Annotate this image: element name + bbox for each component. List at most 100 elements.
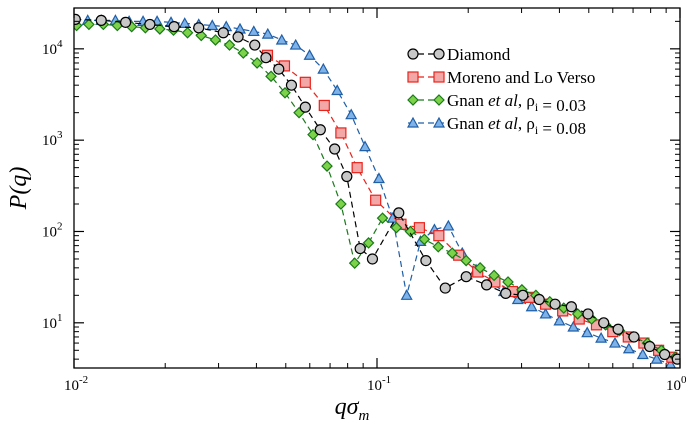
data-point — [636, 348, 649, 360]
y-axis-title: P(q) — [6, 167, 32, 211]
x-tick-mantissa: 10 — [666, 378, 681, 394]
data-point — [432, 240, 445, 253]
data-point — [474, 261, 486, 274]
data-point — [318, 99, 330, 112]
data-point — [386, 211, 399, 223]
data-point — [232, 31, 244, 43]
data-point — [517, 289, 529, 301]
data-point — [119, 16, 132, 28]
data-point — [362, 237, 375, 249]
data-point — [247, 25, 260, 37]
y-tick-label: 102 — [42, 220, 63, 240]
data-point — [553, 314, 566, 326]
data-point — [289, 38, 302, 50]
x-tick-label: 100 — [666, 374, 686, 394]
data-point — [260, 52, 272, 64]
y-tick-exponent: 1 — [57, 312, 63, 324]
legend-label-part: , ρ — [518, 91, 535, 110]
data-point — [351, 162, 363, 174]
data-point — [460, 254, 473, 267]
data-point — [285, 79, 298, 91]
data-point — [418, 233, 431, 246]
y-tick-exponent: 4 — [57, 38, 63, 50]
data-point — [502, 276, 514, 288]
data-point — [650, 352, 663, 364]
data-point — [598, 317, 610, 329]
legend-label-part: et al — [488, 114, 518, 133]
data-point — [354, 242, 366, 255]
x-tick-exponent: -1 — [382, 374, 391, 386]
legend-label: Diamond — [447, 45, 511, 64]
data-point — [612, 323, 624, 335]
y-tick-exponent: 3 — [57, 129, 63, 141]
legend: Diamond Moreno and Lo Verso Gnan et al, ρi… — [406, 45, 595, 138]
series-layer — [74, 13, 680, 368]
legend-label-part: , ρ — [518, 114, 535, 133]
y-tick-label: 103 — [42, 129, 63, 149]
legend-item: Moreno and Lo Verso — [407, 68, 595, 87]
data-point — [345, 108, 358, 120]
y-tick-exponent: 2 — [57, 220, 63, 232]
legend-item: Gnan et al, ρi = 0.08 — [406, 114, 586, 138]
y-tick-mantissa: 10 — [42, 316, 57, 332]
legend-label-part: i — [535, 123, 539, 137]
legend-label-part: Gnan — [447, 114, 488, 133]
data-point — [533, 293, 545, 306]
data-point — [83, 18, 95, 31]
data-point — [413, 222, 425, 234]
data-point — [335, 198, 347, 210]
data-point — [237, 47, 250, 59]
data-point — [665, 358, 676, 368]
data-point — [329, 143, 341, 155]
x-tick-label: 10-1 — [367, 374, 391, 394]
y-tick-label: 101 — [42, 312, 63, 332]
data-point — [341, 170, 353, 183]
data-point — [314, 124, 326, 136]
data-point — [178, 17, 191, 28]
y-tick-mantissa: 10 — [42, 42, 57, 58]
data-point — [571, 308, 584, 320]
legend-label-part: et al — [488, 91, 518, 110]
data-point — [608, 336, 622, 348]
legend-marker-end — [433, 94, 445, 106]
legend-marker-start — [407, 71, 419, 83]
ticks-layer — [73, 8, 681, 368]
data-point — [460, 271, 472, 283]
x-axis-title: qσm — [335, 394, 370, 424]
data-point — [567, 320, 580, 332]
legend-item: Diamond — [407, 45, 511, 64]
data-point — [622, 342, 635, 354]
data-point — [273, 63, 285, 75]
data-point — [370, 194, 382, 206]
legend-marker-start — [407, 94, 419, 106]
legend-label-part: Moreno and Lo Verso — [447, 68, 595, 87]
data-point — [565, 301, 577, 313]
legend-marker-end — [432, 116, 446, 128]
data-point — [153, 23, 166, 35]
data-point — [525, 300, 538, 312]
legend-label: Moreno and Lo Verso — [447, 68, 595, 87]
x-axis-title-main: qσ — [335, 394, 360, 420]
data-point — [446, 247, 459, 259]
data-point — [549, 298, 561, 310]
data-point — [400, 289, 413, 300]
data-point — [275, 33, 288, 45]
data-point — [279, 86, 291, 99]
data-point — [144, 18, 156, 31]
data-point — [321, 160, 333, 172]
legend-label-part: = 0.08 — [538, 119, 586, 138]
legend-marker-end — [433, 71, 445, 83]
x-tick-mantissa: 10 — [367, 378, 382, 394]
data-point — [644, 340, 656, 353]
data-point — [265, 70, 277, 83]
data-point — [348, 257, 361, 270]
data-point — [335, 127, 347, 139]
legend-label-part: Diamond — [447, 45, 511, 64]
data-point — [95, 14, 107, 26]
legend-marker-start — [406, 116, 420, 128]
data-point — [659, 348, 671, 361]
data-point — [500, 287, 512, 299]
legend-label: Gnan et al, ρi = 0.03 — [447, 91, 586, 115]
